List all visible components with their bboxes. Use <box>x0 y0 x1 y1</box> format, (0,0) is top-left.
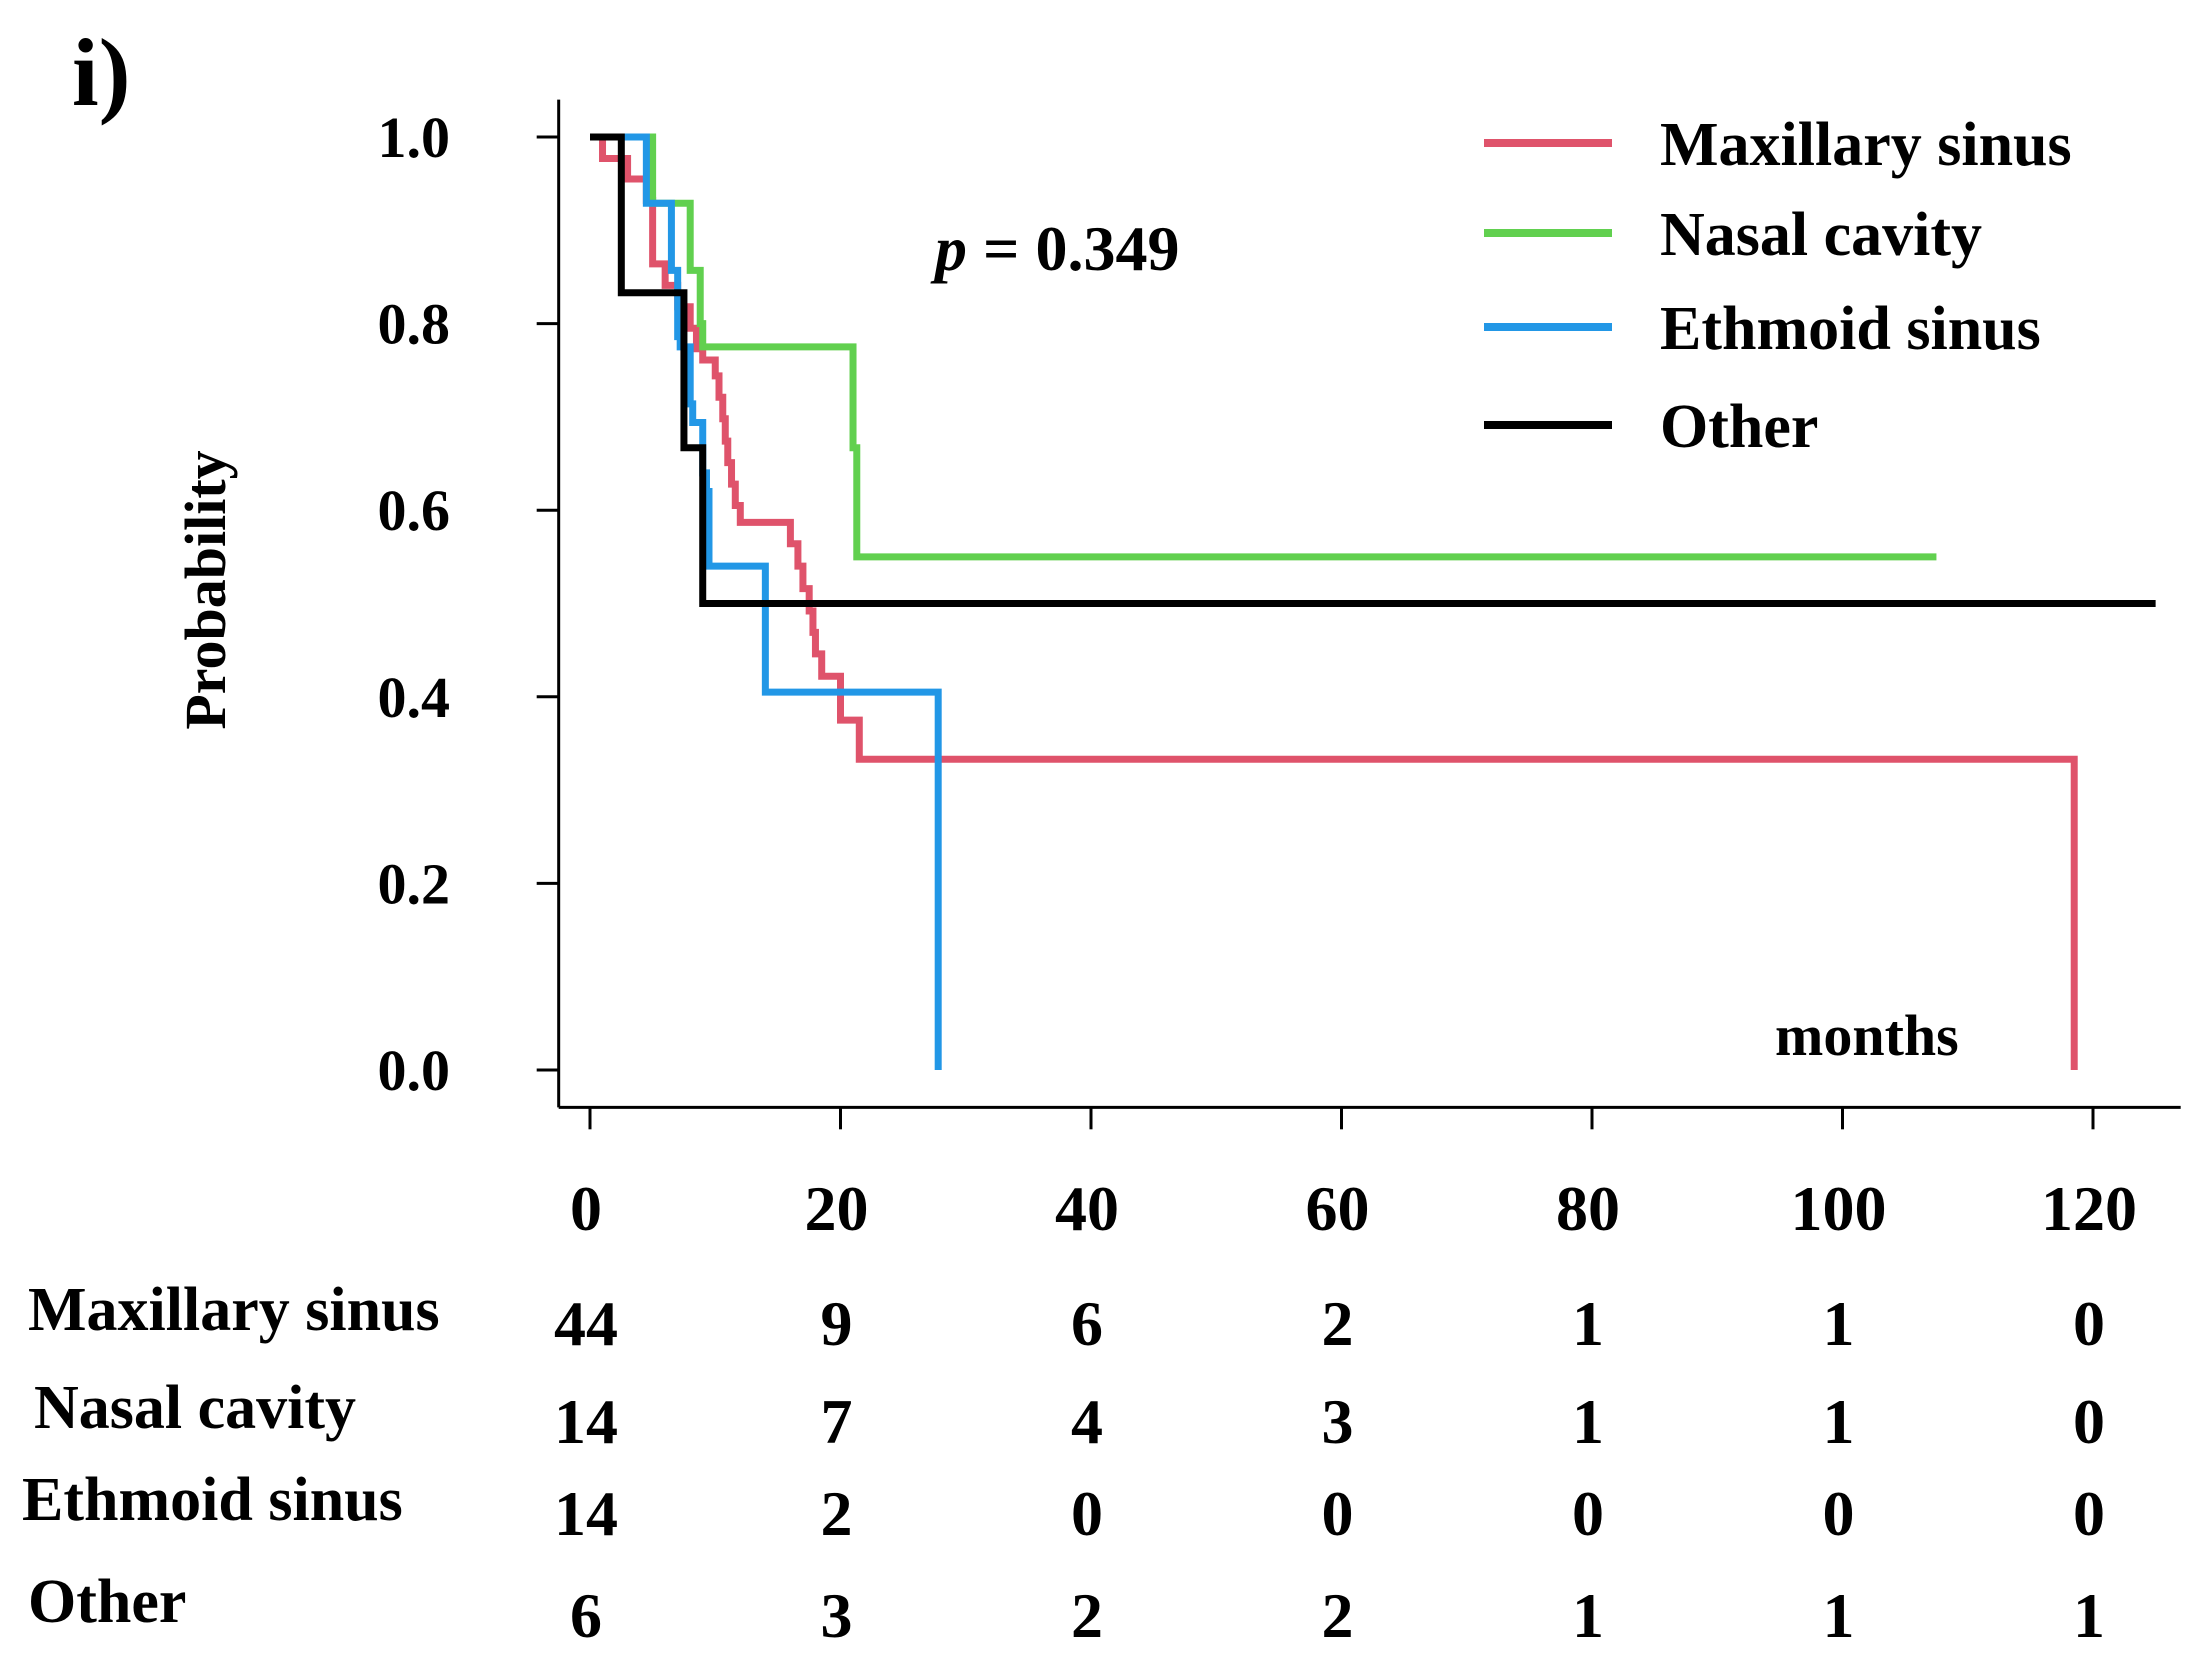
risk-count: 9 <box>821 1288 853 1359</box>
y-tick-label: 1.0 <box>378 105 451 170</box>
x-tick-label: 60 <box>1306 1173 1370 1244</box>
panel-label: i) <box>72 19 131 126</box>
curve-other <box>590 133 2156 607</box>
risk-count: 14 <box>554 1386 618 1457</box>
risk-row-label-nasal-cavity: Nasal cavity <box>34 1374 356 1442</box>
legend-label-maxillary-sinus: Maxillary sinus <box>1660 111 2072 179</box>
risk-count: 0 <box>1572 1478 1604 1549</box>
risk-table: Maxillary sinus 44 9 6 2 1 1 0 Nasal cavity 14 7 4 3… <box>22 1276 2105 1651</box>
x-tick-label: 100 <box>1791 1173 1887 1244</box>
risk-count: 1 <box>1823 1288 1855 1359</box>
risk-count: 44 <box>554 1288 618 1359</box>
risk-count: 1 <box>1572 1580 1604 1651</box>
risk-count: 1 <box>1823 1386 1855 1457</box>
risk-count: 0 <box>1322 1478 1354 1549</box>
x-tick-label: 20 <box>805 1173 869 1244</box>
curve-ethmoid-sinus <box>590 133 942 1070</box>
risk-count: 1 <box>1823 1580 1855 1651</box>
y-tick-label: 0.8 <box>378 292 451 357</box>
p-value: = 0.349 <box>967 213 1179 284</box>
x-tick-label: 0 <box>570 1173 602 1244</box>
y-axis-label: Probability <box>173 450 238 729</box>
p-symbol: p <box>930 213 967 284</box>
y-tick-label: 0.6 <box>378 478 451 543</box>
y-tick-label: 0.4 <box>378 665 451 730</box>
x-tick-label: 40 <box>1055 1173 1119 1244</box>
risk-count: 2 <box>1071 1580 1103 1651</box>
legend: Maxillary sinus Nasal cavity Ethmoid sinus… <box>1484 111 2072 461</box>
risk-count: 0 <box>1071 1478 1103 1549</box>
risk-row-label-maxillary-sinus: Maxillary sinus <box>28 1276 440 1344</box>
risk-count: 14 <box>554 1478 618 1549</box>
risk-count: 1 <box>1572 1386 1604 1457</box>
y-tick-label: 0.2 <box>378 851 451 916</box>
legend-label-ethmoid-sinus: Ethmoid sinus <box>1660 295 2041 363</box>
curve-maxillary-sinus <box>590 133 2078 1070</box>
x-tick-label: 80 <box>1556 1173 1620 1244</box>
risk-count: 6 <box>1071 1288 1103 1359</box>
risk-count: 1 <box>2073 1580 2105 1651</box>
risk-row-label-ethmoid-sinus: Ethmoid sinus <box>22 1466 403 1534</box>
risk-count: 7 <box>821 1386 853 1457</box>
risk-count: 3 <box>1322 1386 1354 1457</box>
legend-label-other: Other <box>1660 393 1818 461</box>
x-axis-label: months <box>1775 1003 1959 1068</box>
risk-row-label-other: Other <box>28 1568 186 1636</box>
risk-count: 0 <box>2073 1478 2105 1549</box>
y-tick-label: 0.0 <box>378 1038 451 1103</box>
risk-count: 0 <box>2073 1288 2105 1359</box>
risk-count: 6 <box>570 1580 602 1651</box>
x-tick-label: 120 <box>2041 1173 2137 1244</box>
risk-count: 2 <box>821 1478 853 1549</box>
risk-count: 0 <box>2073 1386 2105 1457</box>
risk-count: 4 <box>1071 1386 1103 1457</box>
legend-label-nasal-cavity: Nasal cavity <box>1660 201 1982 269</box>
risk-count: 2 <box>1322 1580 1354 1651</box>
risk-count: 1 <box>1572 1288 1604 1359</box>
risk-count: 0 <box>1823 1478 1855 1549</box>
p-value-annotation: p = 0.349 <box>930 213 1179 284</box>
risk-count: 2 <box>1322 1288 1354 1359</box>
risk-count: 3 <box>821 1580 853 1651</box>
plot-axes: 0.0 0.2 0.4 0.6 0.8 1.0 0 20 40 60 80 100 120 <box>378 99 2181 1244</box>
survival-curves <box>590 133 2156 1070</box>
